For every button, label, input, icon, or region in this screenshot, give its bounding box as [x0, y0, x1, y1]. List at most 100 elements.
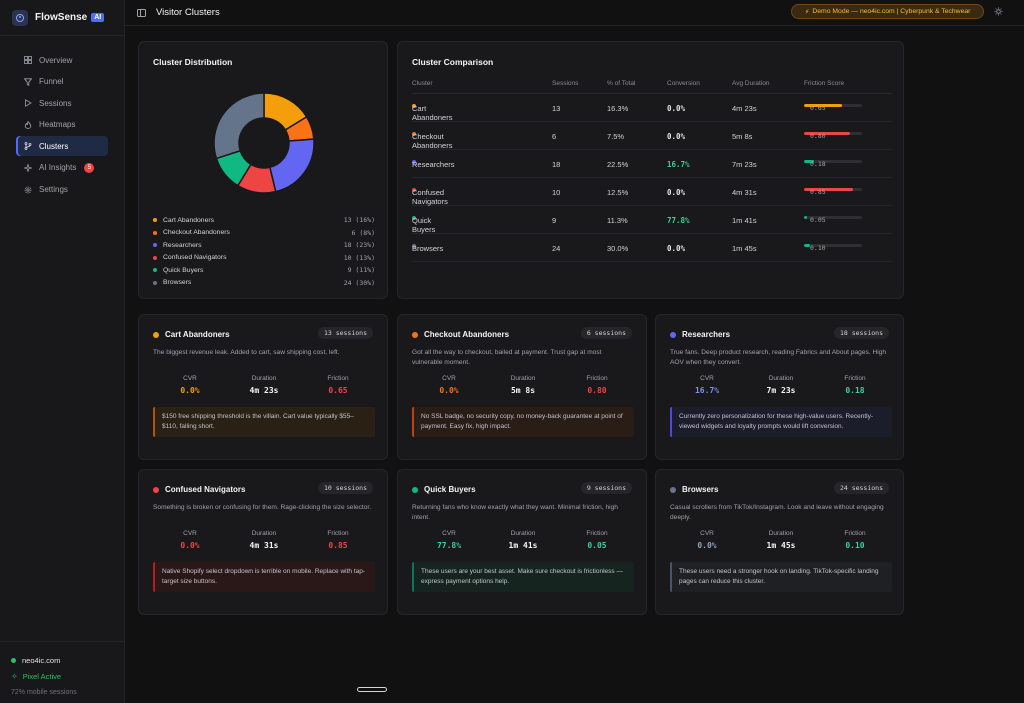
comparison-title: Cluster Comparison: [412, 57, 494, 67]
pct-total-cell: 16.3%: [607, 104, 629, 113]
table-row[interactable]: Quick Buyers 9 11.3% 77.8% 1m 41s 0.05: [412, 206, 892, 234]
cvr-value: 0.0%: [439, 386, 459, 395]
cluster-dot-icon: [153, 486, 159, 493]
pct-total-cell: 30.0%: [607, 244, 629, 253]
table-row[interactable]: Confused Navigators 10 12.5% 0.0% 4m 31s…: [412, 178, 892, 206]
avg-duration-cell: 7m 23s: [732, 160, 757, 169]
cluster-description: The biggest revenue leak. Added to cart,…: [153, 349, 340, 356]
pulse-icon: ✧: [11, 671, 18, 681]
sidebar-item-settings[interactable]: Settings: [16, 180, 108, 200]
cluster-card-browsers[interactable]: Browsers 24 sessions Casual scrollers fr…: [655, 469, 904, 615]
cluster-card-title: Browsers: [670, 485, 718, 494]
cluster-card-name: Researchers: [682, 330, 731, 339]
sidebar-item-label: AI Insights: [39, 163, 77, 173]
duration-value: 1m 45s: [766, 541, 796, 550]
conversion-cell: 0.0%: [667, 188, 686, 197]
friction-score: 0.18: [810, 160, 826, 168]
conversion-cell: 77.8%: [667, 216, 690, 225]
cluster-card-confused-navigators[interactable]: Confused Navigators 10 sessions Somethin…: [138, 469, 388, 615]
table-row[interactable]: Checkout Abandoners 6 7.5% 0.0% 5m 8s 0.…: [412, 122, 892, 150]
table-row[interactable]: Browsers 24 30.0% 0.0% 1m 45s 0.10: [412, 234, 892, 262]
friction-stat: Friction 0.65: [301, 375, 375, 395]
friction-bar-track: [804, 188, 862, 191]
cluster-dot-icon: [412, 104, 416, 108]
cluster-card-title: Quick Buyers: [412, 485, 476, 494]
mobile-sessions: 72% mobile sessions: [11, 684, 125, 700]
stat-label: CVR: [183, 375, 197, 382]
duration-value: 4m 31s: [249, 541, 279, 550]
cluster-insight-note: Native Shopify select dropdown is terrib…: [153, 562, 375, 592]
duration-stat: Duration 1m 41s: [486, 530, 560, 550]
cluster-dot-icon: [412, 160, 416, 164]
friction-score: 0.80: [810, 132, 826, 140]
cluster-name: Cart Abandoners: [412, 104, 453, 122]
stat-label: Friction: [327, 530, 349, 537]
table-row[interactable]: Cart Abandoners 13 16.3% 0.0% 4m 23s 0.6…: [412, 94, 892, 122]
cluster-card-cart-abandoners[interactable]: Cart Abandoners 13 sessions The biggest …: [138, 314, 388, 460]
bolt-icon: ⚡: [804, 8, 810, 16]
site-name: neo4ic.com: [22, 655, 61, 665]
sidebar-item-funnel[interactable]: Funnel: [16, 72, 108, 92]
sidebar-item-label: Overview: [39, 55, 73, 65]
cvr-stat: CVR 0.0%: [670, 530, 744, 550]
comparison-table-header: Cluster Sessions % of Total Conversion A…: [412, 80, 892, 94]
duration-stat: Duration 4m 23s: [227, 375, 301, 395]
cluster-dot-icon: [412, 216, 416, 220]
legend-label: Browsers: [163, 279, 192, 287]
cluster-name: Researchers: [412, 160, 455, 169]
gear-icon: [24, 186, 32, 194]
sidebar-item-clusters[interactable]: Clusters: [16, 136, 108, 157]
friction-bar-fill: [804, 104, 842, 107]
sidebar-toggle-icon[interactable]: [137, 8, 146, 17]
legend-label: Quick Buyers: [163, 266, 204, 274]
cluster-dot-icon: [412, 486, 418, 493]
sidebar-footer: neo4ic.com ✧ Pixel Active 72% mobile ses…: [0, 641, 125, 703]
sidebar-item-label: Clusters: [39, 141, 69, 151]
sidebar-item-ai-insights[interactable]: AI Insights 5: [16, 158, 108, 178]
sidebar-item-sessions[interactable]: Sessions: [16, 93, 108, 113]
legend-dot-icon: [153, 218, 157, 223]
cluster-card-name: Confused Navigators: [165, 485, 246, 494]
flowsense-logo-icon: [12, 9, 28, 26]
cluster-stats: CVR 0.0% Duration 1m 45s Friction 0.10: [670, 530, 892, 550]
avg-duration-cell: 4m 31s: [732, 188, 757, 197]
legend-item: Confused Navigators 10 (13%): [153, 252, 375, 265]
donut-slice-researchers[interactable]: [268, 138, 315, 193]
donut-slice-browsers[interactable]: [213, 92, 265, 160]
friction-value: 0.05: [587, 541, 607, 550]
friction-value: 0.10: [845, 541, 865, 550]
cluster-description: True fans. Deep product research, readin…: [670, 349, 887, 366]
sessions-badge: 24 sessions: [833, 482, 889, 494]
legend-label: Checkout Abandoners: [163, 229, 230, 237]
legend-item: Researchers 18 (23%): [153, 239, 375, 252]
friction-bar-track: [804, 104, 862, 107]
friction-bar-track: [804, 216, 862, 219]
table-row[interactable]: Researchers 18 22.5% 16.7% 7m 23s 0.18: [412, 150, 892, 178]
cvr-stat: CVR 0.0%: [153, 375, 227, 395]
legend-value: 13 (16%): [343, 216, 375, 225]
col-sessions: Sessions: [552, 80, 579, 87]
legend-item: Quick Buyers 9 (11%): [153, 264, 375, 277]
conversion-cell: 16.7%: [667, 160, 690, 169]
theme-toggle-sun-icon[interactable]: [994, 7, 1003, 16]
cluster-stats: CVR 77.8% Duration 1m 41s Friction 0.05: [412, 530, 634, 550]
cluster-card-checkout-abandoners[interactable]: Checkout Abandoners 6 sessions Got all t…: [397, 314, 647, 460]
sidebar-item-overview[interactable]: Overview: [16, 50, 108, 70]
friction-stat: Friction 0.10: [818, 530, 892, 550]
demo-mode-badge: ⚡ Demo Mode — neo4ic.com | Cyberpunk & T…: [791, 4, 984, 19]
cluster-donut-chart: [213, 92, 315, 194]
friction-value: 0.18: [845, 386, 865, 395]
brand[interactable]: FlowSense AI: [0, 0, 124, 36]
scroll-indicator[interactable]: [357, 687, 387, 692]
friction-stat: Friction 0.05: [560, 530, 634, 550]
cluster-description: Casual scrollers from TikTok/Instagram. …: [670, 504, 884, 521]
cluster-name: Confused Navigators: [412, 188, 448, 206]
sessions-cell: 10: [552, 188, 561, 197]
cluster-distribution-card: Cluster Distribution Cart Abandoners 13 …: [138, 41, 388, 299]
cluster-card-researchers[interactable]: Researchers 18 sessions True fans. Deep …: [655, 314, 904, 460]
col-cluster: Cluster: [412, 80, 433, 87]
sidebar-item-label: Heatmaps: [39, 120, 76, 130]
sidebar-item-heatmaps[interactable]: Heatmaps: [16, 115, 108, 135]
cluster-name: Browsers: [412, 244, 444, 253]
cluster-card-quick-buyers[interactable]: Quick Buyers 9 sessions Returning fans w…: [397, 469, 647, 615]
